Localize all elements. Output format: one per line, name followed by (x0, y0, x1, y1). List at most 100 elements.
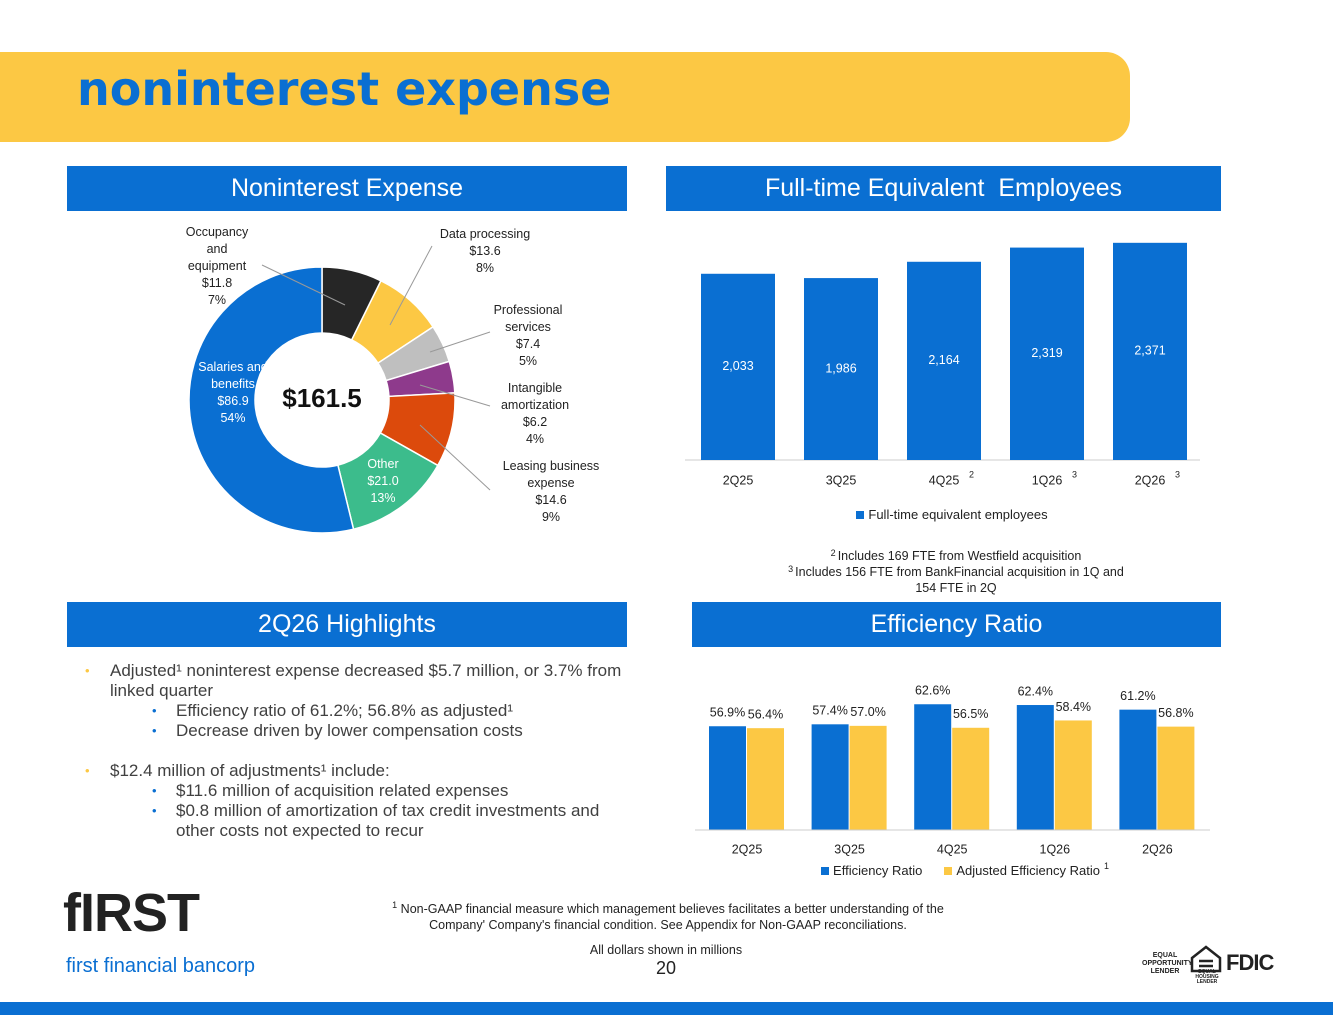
page-number: 20 (655, 958, 677, 978)
slice-label: Leasing business expense $14.6 9% (496, 458, 606, 526)
legend: Efficiency Ratio Adjusted Efficiency Rati… (665, 861, 1265, 878)
slice-label-categories: Other (367, 457, 399, 471)
section-header (692, 602, 1221, 647)
x-tick-label: 3Q25 (826, 473, 857, 487)
highlight-text: $12.4 million of adjustments¹ include: (110, 761, 390, 780)
bar (907, 261, 981, 460)
bullet: • (152, 803, 157, 818)
chart-note-mark: 2 (830, 548, 836, 558)
x-tick-label: 2Q25 (732, 842, 763, 856)
slice-label-value-labels: $21.0 (367, 474, 399, 488)
slice-label: Professional services $7.4 5% (483, 302, 573, 370)
legend-swatch (856, 510, 865, 519)
leader-line (389, 245, 433, 326)
legend-item: Full-time equivalent employees (856, 507, 1048, 522)
legend-label: Efficiency Ratio (833, 863, 923, 878)
chart-note: 3 Includes 156 FTE from BankFinancial acq… (786, 564, 1126, 596)
highlight-sub: • $11.6 million of acquisition related ex… (110, 781, 625, 801)
highlight-sub-text: $0.8 million of amortization of tax cred… (176, 801, 600, 840)
slice-label-value-labels: $11.8 (201, 276, 233, 290)
chart-notes: 2 Includes 169 FTE from Westfield acquisi… (786, 548, 1126, 596)
badge: FDIC (1226, 950, 1274, 975)
bar (1010, 247, 1084, 460)
leader-line (419, 424, 491, 491)
legend-label: Full-time equivalent employees (868, 507, 1048, 522)
slice-label-value-labels: $14.6 (535, 493, 567, 507)
bar (1119, 709, 1157, 830)
bar (914, 704, 952, 830)
bar-label: 2,319 (1031, 346, 1062, 360)
slice-label-categories: Data processing (439, 227, 531, 241)
highlight-sub-text: $11.6 million of acquisition related exp… (176, 781, 509, 800)
bar (952, 727, 990, 830)
slice-label-value-labels: $86.9 (217, 394, 249, 408)
section-header (67, 602, 627, 647)
bar-label: 57.0% (850, 705, 885, 719)
section-header (67, 166, 627, 211)
bar-label: 56.4% (748, 707, 783, 721)
bar-label: 62.4% (1018, 684, 1053, 698)
logo: fIRST (63, 883, 200, 943)
chart-note-mark: 3 (788, 564, 794, 574)
bar-label: 61.2% (1120, 689, 1155, 703)
bar (849, 725, 887, 830)
bar-label: 1,986 (825, 361, 856, 375)
bar-label: 2,033 (722, 359, 753, 373)
legend-item: Adjusted Efficiency Ratio 1 (944, 861, 1109, 878)
company-name: first financial bancorp (66, 955, 255, 977)
title-band (0, 52, 1130, 142)
bar (1054, 720, 1092, 830)
bar-label: 2,371 (1134, 344, 1165, 358)
bar-label: 56.9% (710, 706, 745, 720)
bar-label: 62.6% (915, 684, 950, 698)
slice-label-value-labels: $13.6 (469, 244, 501, 258)
chart-note: 2 Includes 169 FTE from Westfield acquisi… (786, 548, 1126, 565)
legend-swatch (821, 866, 830, 875)
x-tick-label: 4Q25 (937, 842, 968, 856)
slice-label: Other $21.0 13% (348, 456, 418, 507)
slice-label-categories: Occupancy and equipment (185, 225, 249, 273)
bar (811, 724, 849, 830)
x-tick-label: 2Q26 (1135, 473, 1166, 487)
bar (747, 728, 784, 830)
bullet: • (152, 723, 157, 738)
x-tick-note: 2 (969, 469, 974, 479)
bullet: • (85, 763, 90, 778)
legend-swatch (944, 866, 953, 875)
donut-total: $161.5 (282, 383, 362, 413)
bar-label: 56.5% (953, 707, 988, 721)
slice-label-share-labels: 4% (525, 432, 545, 446)
slice-label-categories: Leasing business expense (502, 459, 600, 490)
leader-line (419, 384, 491, 407)
x-tick-label: 1Q26 (1032, 473, 1063, 487)
slice-label-categories: Professional services (493, 303, 563, 334)
legend: Full-time equivalent employees (652, 507, 1252, 522)
highlight-text: Adjusted¹ noninterest expense decreased … (110, 661, 622, 700)
slice-label-value-labels: $7.4 (515, 337, 541, 351)
bullet: • (152, 703, 157, 718)
slice-label: Intangible amortization $6.2 4% (490, 380, 580, 448)
section-title: Full-time Equivalent Employees (764, 174, 1123, 202)
badge: EQUAL HOUSING LENDER (1195, 969, 1219, 985)
x-tick-label: 2Q26 (1142, 842, 1173, 856)
slice-label-share-labels: 9% (541, 510, 561, 524)
slice-label-categories: Intangible amortization (500, 381, 570, 412)
highlight-item: • Adjusted¹ noninterest expense decreased… (85, 661, 625, 741)
highlight-sub-text: Efficiency ratio of 61.2%; 56.8% as adju… (176, 701, 514, 720)
leader-line (429, 331, 491, 353)
legend-label: Adjusted Efficiency Ratio (956, 863, 1100, 878)
section-title: 2Q26 Highlights (258, 610, 436, 638)
slice-label-share-labels: 5% (518, 354, 538, 368)
highlight-sub-text: Decrease driven by lower compensation co… (176, 721, 523, 740)
x-tick-label: 1Q26 (1040, 842, 1071, 856)
highlight-sub: • Decrease driven by lower compensation c… (110, 721, 625, 741)
slice-label-share-labels: 7% (207, 293, 227, 307)
bar (701, 273, 775, 460)
section-header (666, 166, 1221, 211)
page-title: noninterest expense (77, 62, 612, 116)
bullet: • (152, 783, 157, 798)
slice-label-value-labels: $6.2 (522, 415, 548, 429)
bar (1113, 242, 1187, 460)
slice-label-share-labels: 13% (370, 491, 396, 505)
